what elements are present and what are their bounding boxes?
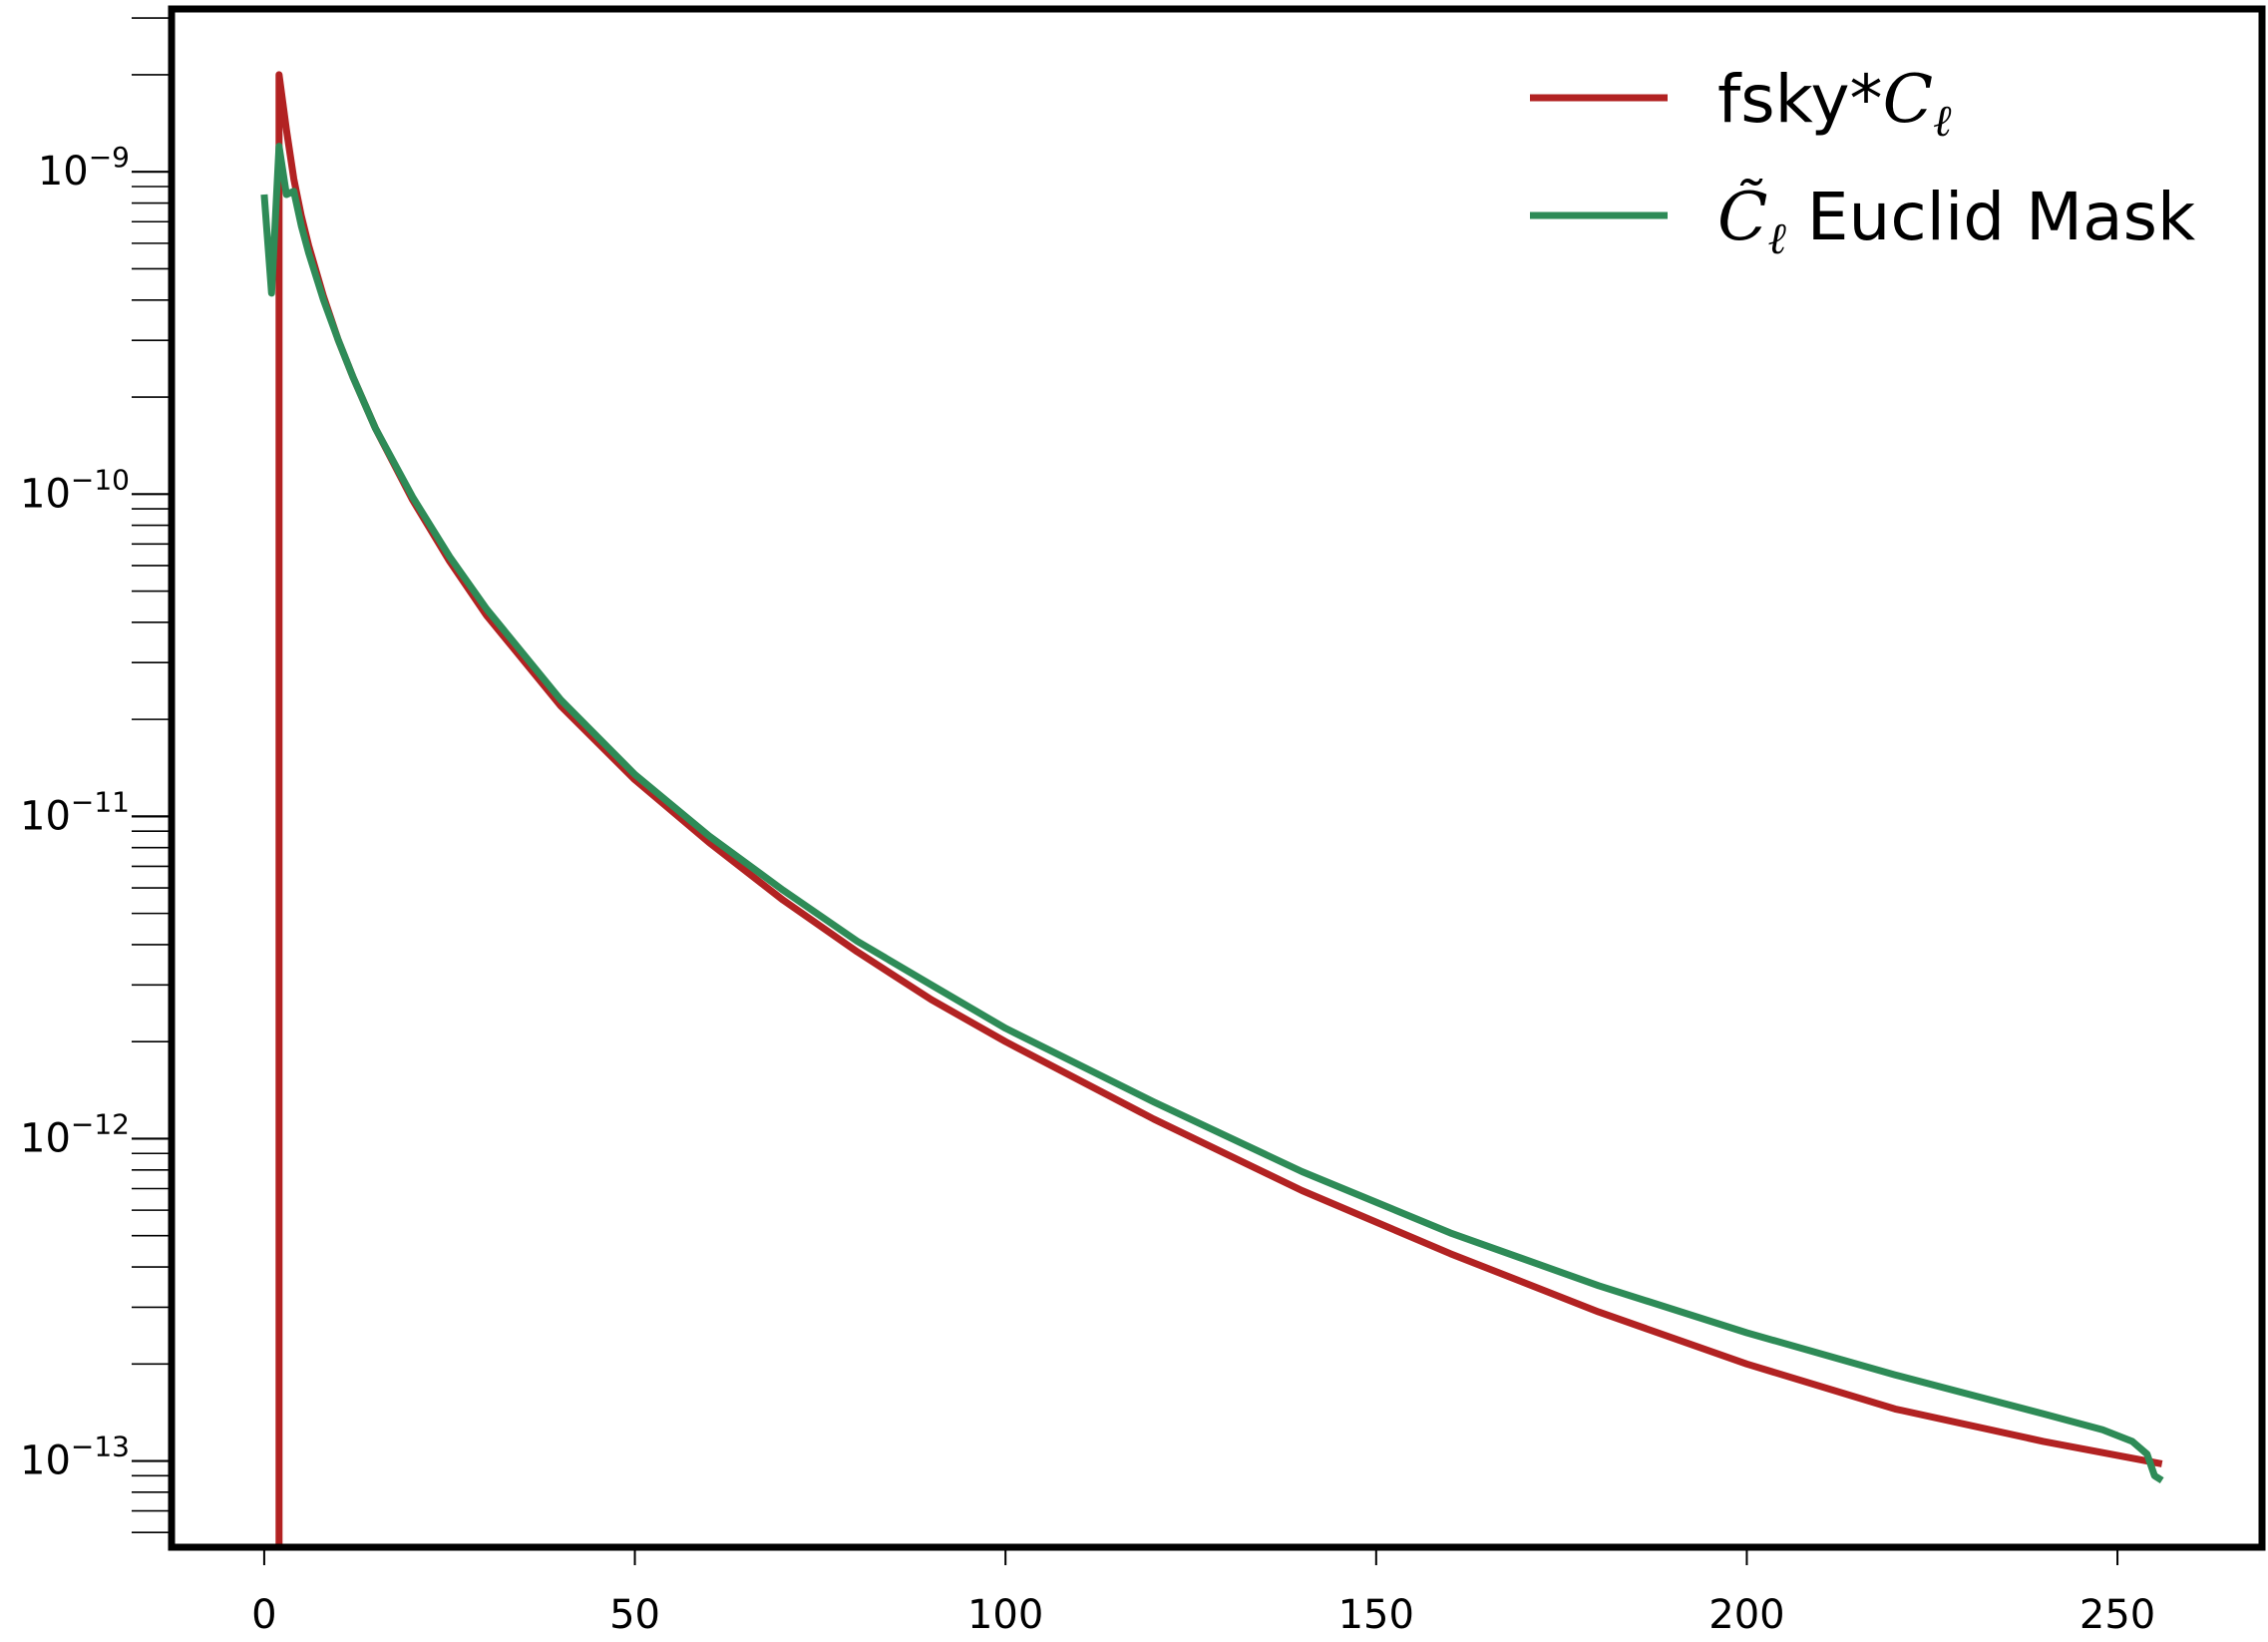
y-minor-ticks: [132, 17, 172, 1534]
series-line-0: [275, 71, 2163, 1547]
y-tick-exponent: −9: [89, 141, 130, 174]
x-tick-label: 150: [1338, 1592, 1414, 1638]
legend-symbol-euclid: C̃: [1717, 179, 1768, 255]
y-tick-base: 10: [20, 471, 71, 517]
y-tick-exponent: −11: [71, 785, 130, 818]
y-tick-label: 10−11: [20, 785, 130, 839]
legend-subscript-fsky: ℓ: [1933, 96, 1952, 147]
legend-subscript-euclid: ℓ: [1768, 213, 1787, 264]
legend: fsky*Cℓ C̃ℓ Euclid Mask: [1530, 61, 2196, 264]
y-tick-base: 10: [38, 149, 89, 195]
x-tick-label: 0: [251, 1592, 276, 1638]
x-tick-label: 50: [609, 1592, 660, 1638]
legend-entry-fsky: fsky*Cℓ: [1717, 61, 1952, 147]
y-tick-label: 10−13: [20, 1431, 130, 1484]
y-tick-base: 10: [20, 793, 71, 839]
series-line-1: [260, 143, 2164, 1484]
y-tick-label: 10−9: [38, 141, 130, 195]
x-tick-label: 200: [1708, 1592, 1784, 1638]
legend-text-fsky: fsky*: [1717, 61, 1883, 138]
x-tick-label: 250: [2079, 1592, 2155, 1638]
legend-entry-euclid: C̃ℓ Euclid Mask: [1717, 179, 2196, 264]
x-ticks: 0 50 100 150 200 250: [251, 1547, 2155, 1638]
y-tick-exponent: −12: [71, 1107, 130, 1140]
legend-text-euclid: Euclid Mask: [1786, 179, 2196, 255]
plot-frame: [168, 5, 2266, 1551]
y-tick-base: 10: [20, 1438, 71, 1484]
y-tick-label: 10−12: [20, 1107, 130, 1161]
y-tick-exponent: −10: [71, 463, 130, 496]
y-tick-label: 10−10: [20, 463, 130, 517]
y-tick-exponent: −13: [71, 1431, 130, 1463]
series-layer: [260, 71, 2164, 1547]
y-tick-base: 10: [20, 1115, 71, 1161]
legend-symbol-fsky: C: [1883, 61, 1934, 138]
x-tick-label: 100: [967, 1592, 1043, 1638]
